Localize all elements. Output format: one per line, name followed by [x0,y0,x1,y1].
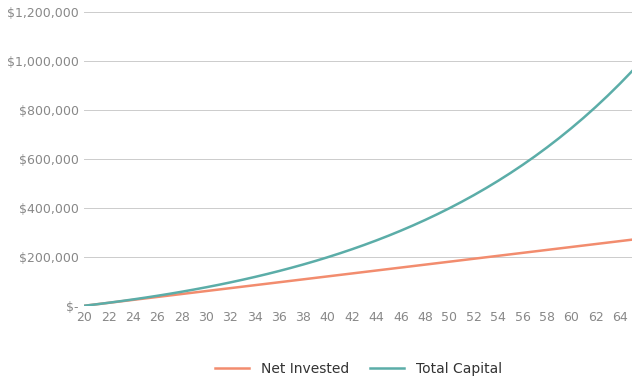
Net Invested [592,242,599,247]
Total Capital [348,247,356,252]
Total Capital [421,218,429,222]
Net Invested [105,301,112,305]
Net Invested [445,260,453,264]
Total Capital [409,223,417,228]
Net Invested [409,264,417,269]
Net Invested [336,272,344,277]
Net Invested [385,267,392,271]
Total Capital [288,265,295,270]
Net Invested [397,265,404,270]
Total Capital [203,285,210,290]
Total Capital [251,275,259,279]
Net Invested [129,298,137,302]
Net Invested [166,293,173,298]
Net Invested [495,254,502,258]
Net Invested [81,303,88,308]
Net Invested [239,284,247,289]
Net Invested [458,258,465,263]
Total Capital [153,294,161,298]
Total Capital [458,200,465,204]
Net Invested [190,290,197,295]
Total Capital [385,233,392,238]
Net Invested [543,248,551,252]
Total Capital [519,163,527,167]
Net Invested [616,239,624,243]
Line: Total Capital: Total Capital [84,71,632,306]
Total Capital [141,295,149,300]
Total Capital [336,251,344,256]
Total Capital [616,82,624,86]
Net Invested [178,292,185,296]
Net Invested [482,255,490,260]
Net Invested [117,299,125,304]
Line: Net Invested: Net Invested [84,240,632,306]
Total Capital [433,212,441,216]
Total Capital [592,105,599,109]
Net Invested [153,295,161,299]
Net Invested [300,277,307,282]
Total Capital [397,228,404,233]
Total Capital [190,287,197,292]
Total Capital [117,299,125,303]
Total Capital [470,193,478,198]
Total Capital [555,136,563,140]
Legend: Net Invested, Total Capital: Net Invested, Total Capital [209,357,507,382]
Total Capital [178,289,185,294]
Net Invested [373,268,380,273]
Total Capital [81,303,88,308]
Total Capital [312,259,320,263]
Total Capital [482,186,490,191]
Net Invested [507,252,514,257]
Total Capital [604,93,612,98]
Total Capital [628,69,636,74]
Net Invested [215,287,222,292]
Total Capital [129,297,137,302]
Net Invested [203,289,210,294]
Total Capital [373,238,380,243]
Net Invested [93,302,100,307]
Total Capital [580,116,587,120]
Net Invested [312,276,320,280]
Net Invested [531,249,539,254]
Net Invested [275,280,283,285]
Net Invested [580,243,587,248]
Net Invested [433,261,441,265]
Total Capital [239,278,247,282]
Total Capital [324,255,332,260]
Net Invested [263,281,271,286]
Net Invested [519,250,527,255]
Total Capital [445,206,453,211]
Total Capital [300,262,307,267]
Net Invested [141,296,149,301]
Net Invested [470,256,478,261]
Net Invested [348,271,356,276]
Total Capital [93,302,100,307]
Total Capital [531,154,539,159]
Net Invested [567,245,575,249]
Total Capital [166,291,173,296]
Net Invested [421,262,429,267]
Net Invested [604,240,612,245]
Total Capital [275,269,283,273]
Total Capital [263,272,271,276]
Net Invested [555,246,563,251]
Total Capital [215,283,222,287]
Net Invested [227,286,235,290]
Total Capital [543,145,551,150]
Net Invested [288,278,295,283]
Total Capital [507,171,514,176]
Total Capital [495,178,502,183]
Net Invested [324,274,332,279]
Total Capital [105,300,112,305]
Total Capital [360,243,368,247]
Total Capital [227,280,235,285]
Net Invested [360,270,368,274]
Net Invested [251,283,259,288]
Total Capital [567,126,575,131]
Net Invested [628,237,636,242]
